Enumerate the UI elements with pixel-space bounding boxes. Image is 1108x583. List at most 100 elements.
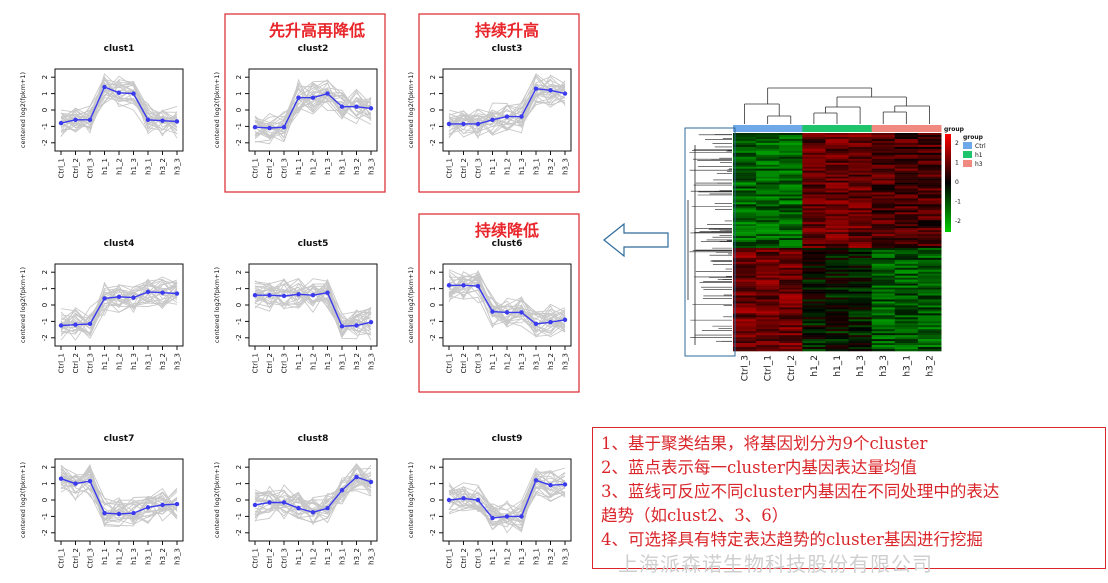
y-tick-label: 2 (429, 270, 437, 274)
heatmap-cell-band (733, 331, 757, 334)
mean-point (339, 104, 345, 109)
heatmap-cell-band (802, 261, 826, 265)
heatmap-cell-band (848, 238, 873, 241)
heatmap-cell-band (894, 293, 919, 296)
heatmap-cell-band (848, 204, 873, 207)
heatmap-cell-band (917, 134, 942, 138)
gene-profile-line (448, 274, 566, 329)
heatmap-cell-band (733, 295, 757, 298)
heatmap-cell-band (894, 202, 919, 205)
heatmap-cell-band (917, 247, 942, 251)
heatmap-cell-band (733, 144, 757, 148)
gene-profile-line (448, 96, 566, 126)
heatmap-cell-band (756, 140, 780, 144)
heatmap-cell-band (733, 273, 757, 276)
x-tick-label: h1_3 (518, 548, 526, 565)
heatmap-cell-band (779, 281, 803, 284)
heatmap-cell-band (802, 174, 826, 177)
heatmap-cell-band (871, 263, 896, 267)
gene-profile-line (448, 79, 566, 135)
heatmap-cell-band (917, 234, 942, 237)
heatmap-cell-band (779, 255, 803, 259)
heatmap-cell-band (871, 156, 896, 160)
mean-point (145, 505, 151, 510)
gene-profile-line (448, 84, 566, 137)
heatmap-cell-band (779, 289, 803, 292)
heatmap-cell-band (733, 311, 757, 314)
heatmap-cell-band (779, 204, 803, 207)
heatmap-cell-band (894, 255, 919, 259)
heatmap-cell-band (825, 226, 850, 229)
heatmap-cell-band (802, 146, 826, 150)
heatmap-cell-band (733, 236, 757, 239)
heatmap-cell-band (871, 311, 896, 314)
row-dendrogram-box (684, 127, 736, 357)
heatmap-cell-band (917, 194, 942, 197)
chart-title: clust7 (104, 434, 135, 444)
heatmap-cell-band (779, 249, 803, 253)
heatmap-cell-band (733, 349, 757, 352)
heatmap-cell-band (733, 238, 757, 241)
y-tick-label: 0 (235, 303, 243, 307)
mean-point (252, 502, 258, 508)
heatmap-cell-band (848, 259, 873, 263)
heatmap-cell-band (894, 279, 919, 282)
heatmap-cell-band (871, 198, 896, 201)
heatmap-cell-band (848, 293, 873, 296)
heatmap-cell-band (917, 158, 942, 162)
heatmap-cell-band (756, 309, 780, 312)
heatmap-cell-band (825, 146, 850, 150)
heatmap-cell-band (779, 180, 803, 183)
heatmap-cell-band (825, 279, 850, 282)
y-tick-label: 0 (429, 303, 437, 307)
heatmap-column-label: Ctrl_1 (764, 355, 774, 381)
x-tick-label: Ctrl_1 (446, 548, 454, 568)
heatmap-cell-band (756, 331, 780, 334)
y-tick-label: -2 (41, 139, 49, 146)
heatmap-cell-band (825, 269, 850, 273)
heatmap-cell-band (917, 261, 942, 265)
mean-point (533, 478, 539, 483)
mean-point (160, 290, 165, 295)
heatmap-cell-band (848, 265, 873, 269)
heatmap-cell-band (733, 305, 757, 308)
heatmap-cell-band (917, 295, 942, 298)
heatmap-cell-band (917, 222, 942, 225)
heatmap-cell-band (779, 279, 803, 282)
y-tick-label: 2 (41, 270, 49, 274)
heatmap-cell-band (733, 307, 757, 310)
mean-point (310, 510, 316, 515)
highlight-clust3: 持续升高 (418, 13, 580, 193)
heatmap-cell-band (848, 186, 873, 189)
heatmap-cell-band (733, 212, 757, 215)
heatmap-cell-band (894, 297, 919, 300)
heatmap-cell-band (802, 196, 826, 199)
heatmap-cell-band (917, 196, 942, 199)
y-tick-label: 1 (235, 91, 243, 95)
color-scale-tick: 2 (955, 140, 959, 147)
heatmap-column-label: Ctrl_2 (787, 355, 797, 381)
notes-box: 1、基于聚类结果，将基因划分为9个cluster 2、蓝点表示每一cluster… (592, 427, 1106, 569)
heatmap-cell-band (756, 242, 780, 245)
heatmap-cell-band (779, 299, 803, 302)
heatmap-cell-band (917, 176, 942, 179)
heatmap-cell-band (802, 214, 826, 217)
heatmap-cell-band (848, 232, 873, 235)
gene-profile-line (254, 291, 372, 336)
mean-point (475, 497, 481, 503)
x-tick-label: h1_2 (116, 548, 124, 565)
x-tick-label: Ctrl_3 (87, 158, 95, 178)
heatmap-cell-band (802, 257, 826, 261)
heatmap-cell-band (802, 134, 826, 138)
heatmap-cell-band (894, 259, 919, 263)
heatmap-cell-band (917, 259, 942, 263)
heatmap-cell-band (733, 285, 757, 288)
heatmap-cell-band (848, 311, 873, 314)
highlight-label: 持续降低 (475, 221, 539, 240)
heatmap-cell-band (871, 176, 896, 179)
heatmap-cell-band (894, 301, 919, 304)
heatmap-cell-band (756, 152, 780, 156)
heatmap-cell-band (802, 317, 826, 320)
heatmap-cell-band (825, 343, 850, 346)
heatmap-cell-band (894, 236, 919, 239)
